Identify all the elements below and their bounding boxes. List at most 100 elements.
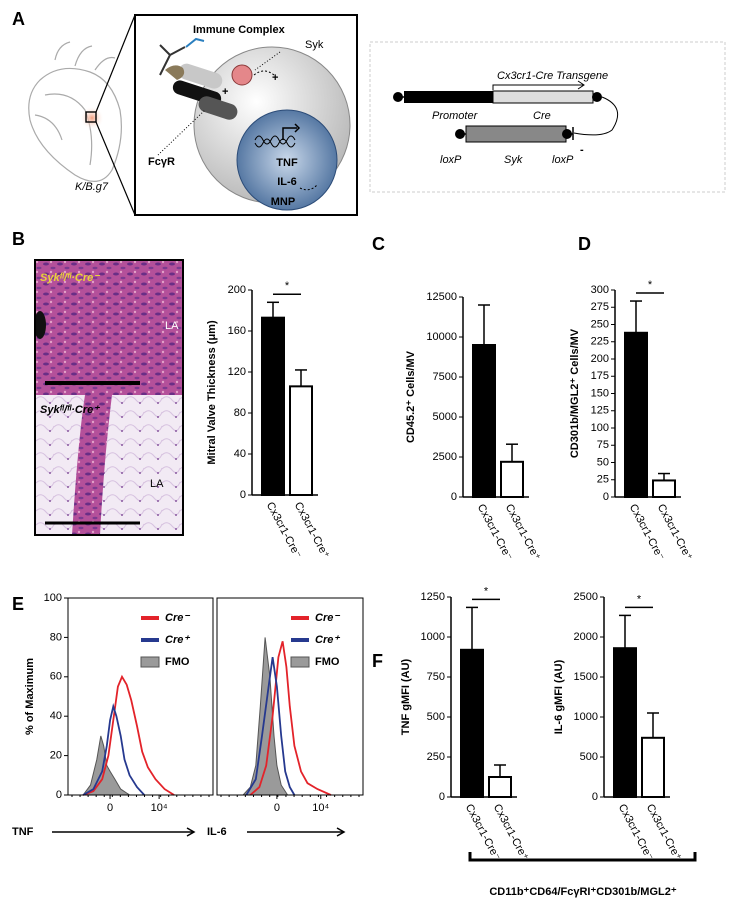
x-tick-label: 10⁴ xyxy=(312,802,329,814)
y-tick-label: 0 xyxy=(439,791,445,803)
y-tick-label: 175 xyxy=(591,370,609,382)
bar xyxy=(472,344,496,498)
transgene-diagram xyxy=(369,41,726,193)
bar xyxy=(261,316,285,496)
y-tick-label: 2500 xyxy=(574,591,598,603)
histology-label: LA xyxy=(150,478,164,490)
bar xyxy=(652,479,676,499)
heart xyxy=(28,14,136,216)
bar xyxy=(624,331,648,498)
line xyxy=(249,641,332,796)
significance-label: * xyxy=(484,585,489,597)
y-tick-label: 25 xyxy=(597,474,609,486)
y-tick-label: 120 xyxy=(228,366,246,378)
x-axis-label: IL-6 xyxy=(207,826,227,838)
y-tick-label: 500 xyxy=(427,711,445,723)
significance-label: * xyxy=(637,593,642,605)
y-tick-label: 1000 xyxy=(421,631,445,643)
y-tick-label: 12500 xyxy=(426,291,457,303)
y-tick-label: 5000 xyxy=(433,411,457,423)
y-tick-label: 250 xyxy=(427,751,445,763)
label: Cx3cr1-Cre Transgene xyxy=(497,70,608,82)
y-axis-label: Mitral Valve Thickness (μm) xyxy=(206,320,218,465)
y-tick-label: 200 xyxy=(228,284,246,296)
x-tick-label: 0 xyxy=(274,802,280,814)
bar xyxy=(500,460,524,498)
y-tick-label: 1500 xyxy=(574,671,598,683)
legend-label: Cre⁺ xyxy=(315,634,340,646)
y-tick-label: 80 xyxy=(234,407,246,419)
y-axis-label: CD301b/MGL2⁺ Cells/MV xyxy=(569,328,581,458)
label: FcγR xyxy=(148,156,175,168)
histology-label: Sykᶠˡ/ᶠˡ·Cre⁺ xyxy=(40,404,100,416)
legend-label: Cre⁻ xyxy=(165,612,190,624)
y-axis-label: TNF gMFI (AU) xyxy=(400,658,412,735)
y-tick-label: 60 xyxy=(50,671,62,683)
plot-frame xyxy=(67,597,214,796)
label: MNP xyxy=(271,196,295,208)
y-tick-label: 300 xyxy=(591,284,609,296)
bar xyxy=(289,385,313,497)
label: Cre xyxy=(533,110,551,122)
histology-image xyxy=(34,259,184,536)
label: + xyxy=(272,72,278,84)
y-tick-label: 10000 xyxy=(426,331,457,343)
legend-swatch xyxy=(290,656,310,668)
y-tick-label: 1000 xyxy=(574,711,598,723)
legend-label: Cre⁻ xyxy=(315,612,340,624)
bar xyxy=(488,776,512,798)
histology-label: LA xyxy=(165,320,179,332)
line xyxy=(245,656,296,796)
bracket xyxy=(468,852,697,862)
y-tick-label: 0 xyxy=(56,789,62,801)
label: TNF xyxy=(276,157,298,169)
panel-label: B xyxy=(12,229,25,249)
label: Syk xyxy=(305,39,324,51)
y-tick-label: 500 xyxy=(580,751,598,763)
y-axis-label: CD45.2⁺ Cells/MV xyxy=(405,350,417,443)
plot-frame xyxy=(216,597,364,796)
label: + xyxy=(222,86,228,98)
mnp-diagram xyxy=(134,14,358,216)
label: - xyxy=(580,144,584,156)
histology-label: Sykᶠˡ/ᶠˡ·Cre⁻ xyxy=(40,272,100,284)
x-tick-label: 10⁴ xyxy=(151,802,168,814)
legend-label: FMO xyxy=(165,656,190,668)
y-tick-label: 0 xyxy=(592,791,598,803)
y-tick-label: 50 xyxy=(597,456,609,468)
y-tick-label: 0 xyxy=(240,489,246,501)
label: Immune Complex xyxy=(193,24,286,36)
x-tick-label: 0 xyxy=(107,802,113,814)
significance-label: * xyxy=(285,280,290,292)
footer-label: CD11b⁺CD64/FcγRI⁺CD301b/MGL2⁺ xyxy=(489,886,677,898)
bar xyxy=(613,647,637,799)
y-tick-label: 2000 xyxy=(574,631,598,643)
line xyxy=(82,674,175,796)
y-tick-label: 100 xyxy=(591,422,609,434)
y-tick-label: 1250 xyxy=(421,591,445,603)
panel-label: C xyxy=(372,234,385,254)
panel-label: E xyxy=(12,594,24,614)
y-tick-label: 40 xyxy=(50,710,62,722)
y-tick-label: 40 xyxy=(234,448,246,460)
bar xyxy=(460,648,484,798)
y-tick-label: 200 xyxy=(591,353,609,365)
heart-label: K/B.g7 xyxy=(75,181,109,193)
y-tick-label: 150 xyxy=(591,387,609,399)
panel-label: F xyxy=(372,651,383,671)
label: Syk xyxy=(504,154,523,166)
y-tick-label: 125 xyxy=(591,405,609,417)
significance-label: * xyxy=(648,279,653,291)
y-tick-label: 0 xyxy=(451,491,457,503)
label: IL-6 xyxy=(277,176,297,188)
y-tick-label: 0 xyxy=(603,491,609,503)
y-tick-label: 275 xyxy=(591,301,609,313)
y-tick-label: 750 xyxy=(427,671,445,683)
y-tick-label: 160 xyxy=(228,325,246,337)
legend-label: FMO xyxy=(315,656,340,668)
panel-label: D xyxy=(578,234,591,254)
y-tick-label: 80 xyxy=(50,631,62,643)
line xyxy=(82,703,145,796)
y-tick-label: 225 xyxy=(591,336,609,348)
